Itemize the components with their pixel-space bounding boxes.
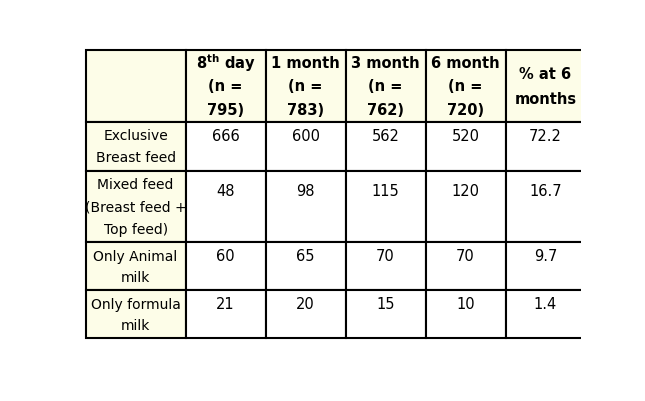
Bar — [346, 122, 426, 172]
Bar — [86, 172, 186, 243]
Text: 15: 15 — [376, 296, 395, 312]
Bar — [346, 243, 426, 290]
Bar — [426, 51, 506, 122]
Text: 666: 666 — [212, 129, 239, 144]
Text: % at 6: % at 6 — [519, 67, 571, 82]
Text: 795): 795) — [207, 103, 244, 117]
Text: (n =: (n = — [448, 79, 482, 94]
Bar — [266, 243, 346, 290]
Text: 762): 762) — [367, 103, 404, 117]
Text: 783): 783) — [287, 103, 324, 117]
Text: Mixed feed: Mixed feed — [97, 177, 174, 191]
Text: Exclusive: Exclusive — [103, 129, 168, 143]
Bar — [506, 243, 586, 290]
Bar — [426, 290, 506, 338]
Text: 48: 48 — [216, 184, 235, 199]
Text: 600: 600 — [292, 129, 319, 144]
Text: 720): 720) — [447, 103, 484, 117]
Bar — [346, 51, 426, 122]
Bar — [346, 290, 426, 338]
Bar — [506, 290, 586, 338]
Text: (n =: (n = — [208, 79, 243, 94]
Text: 21: 21 — [216, 296, 235, 312]
Text: 10: 10 — [456, 296, 475, 312]
Text: 9.7: 9.7 — [534, 249, 557, 263]
Text: 16.7: 16.7 — [529, 184, 562, 199]
Bar — [266, 172, 346, 243]
Text: 60: 60 — [216, 249, 235, 263]
Bar — [186, 243, 266, 290]
Bar — [266, 290, 346, 338]
Bar — [266, 122, 346, 172]
Bar — [346, 172, 426, 243]
Bar — [186, 122, 266, 172]
Text: 65: 65 — [296, 249, 315, 263]
Bar — [506, 172, 586, 243]
Text: 520: 520 — [451, 129, 479, 144]
Bar — [426, 172, 506, 243]
Bar — [86, 290, 186, 338]
Text: milk: milk — [121, 318, 150, 332]
Text: 70: 70 — [456, 249, 475, 263]
Bar — [266, 51, 346, 122]
Text: 120: 120 — [451, 184, 479, 199]
Text: (n =: (n = — [288, 79, 322, 94]
Bar — [426, 243, 506, 290]
Text: 8$^\mathbf{th}$ day: 8$^\mathbf{th}$ day — [195, 53, 255, 74]
Text: milk: milk — [121, 270, 150, 284]
Bar — [186, 51, 266, 122]
Text: Breast feed: Breast feed — [95, 151, 175, 165]
Text: Only Animal: Only Animal — [94, 249, 178, 263]
Text: Top feed): Top feed) — [104, 223, 168, 237]
Text: Only formula: Only formula — [91, 297, 181, 311]
Text: 562: 562 — [372, 129, 399, 144]
Text: (Breast feed +: (Breast feed + — [84, 200, 186, 214]
Text: 1.4: 1.4 — [534, 296, 557, 312]
Text: (n =: (n = — [368, 79, 402, 94]
Text: months: months — [515, 91, 577, 106]
Bar — [186, 172, 266, 243]
Bar — [426, 122, 506, 172]
Bar — [506, 51, 586, 122]
Bar — [186, 290, 266, 338]
Bar — [86, 243, 186, 290]
Text: 70: 70 — [376, 249, 395, 263]
Text: 3 month: 3 month — [352, 56, 420, 71]
Bar — [86, 51, 186, 122]
Bar — [506, 122, 586, 172]
Text: 20: 20 — [296, 296, 315, 312]
Text: 72.2: 72.2 — [529, 129, 562, 144]
Text: 6 month: 6 month — [432, 56, 500, 71]
Text: 1 month: 1 month — [271, 56, 340, 71]
Bar — [86, 122, 186, 172]
Text: 115: 115 — [372, 184, 399, 199]
Text: 98: 98 — [296, 184, 315, 199]
